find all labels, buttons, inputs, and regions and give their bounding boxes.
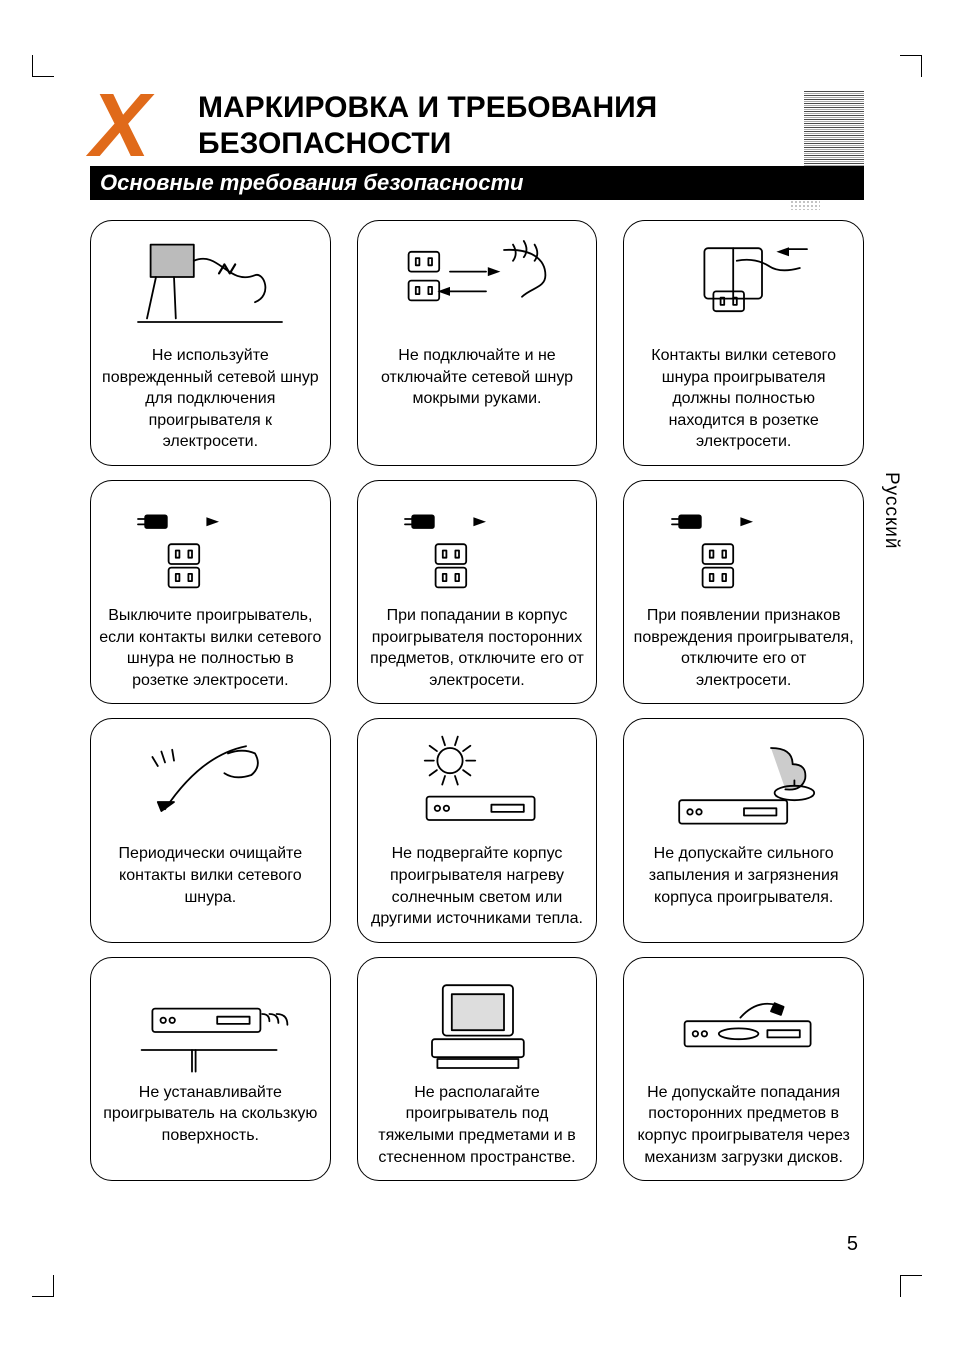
safety-card-no-tray-insert: Не допускайте попадания посторонних пред… <box>623 957 864 1181</box>
no-tray-insert-caption: Не допускайте попадания посторонних пред… <box>632 1082 855 1168</box>
safety-card-foreign-off: При попадании в корпус проигрывателя пос… <box>357 480 598 704</box>
no-heat-caption: Не подвергайте корпус проигрывателя нагр… <box>366 843 589 929</box>
no-slippery-illustration <box>99 968 322 1078</box>
no-dust-illustration <box>632 729 855 839</box>
safety-card-damage-off: При появлении признаков повреждения прои… <box>623 480 864 704</box>
chapter-x-icon: X <box>90 86 150 167</box>
safety-card-no-dust: Не допускайте сильного запыления и загря… <box>623 718 864 942</box>
page-title-line1: МАРКИРОВКА И ТРЕБОВАНИЯ <box>198 90 864 126</box>
page-number: 5 <box>847 1233 858 1256</box>
full-insert-illustration <box>632 231 855 341</box>
wet-hands-illustration <box>366 231 589 341</box>
loose-plug-off-caption: Выключите проигры­ватель, если контакты … <box>99 605 322 691</box>
safety-card-no-heavy-tight: Не располагайте проигрыватель под тяжелы… <box>357 957 598 1181</box>
crop-mark-tr <box>900 55 922 77</box>
safety-card-clean-plug: Периодически очищайте контакты вилки сет… <box>90 718 331 942</box>
crop-mark-bl <box>32 1275 54 1297</box>
safety-card-full-insert: Контакты вилки сетевого шнура проигрыват… <box>623 220 864 466</box>
language-tab: Русский <box>878 466 904 556</box>
wet-hands-caption: Не подключайте и не отключайте сетевой ш… <box>366 345 589 410</box>
safety-card-no-slippery: Не устанавливайте проигрыватель на сколь… <box>90 957 331 1181</box>
no-heavy-tight-illustration <box>366 968 589 1078</box>
no-dust-caption: Не допускайте сильного запыления и загря… <box>632 843 855 908</box>
safety-card-no-heat: Не подвергайте корпус проигрывателя нагр… <box>357 718 598 942</box>
damage-off-illustration <box>632 491 855 601</box>
clean-plug-illustration <box>99 729 322 839</box>
no-slippery-caption: Не устанавливайте проигрыватель на сколь… <box>99 1082 322 1147</box>
damaged-cord-caption: Не используйте поврежденный сетевой шнур… <box>99 345 322 453</box>
loose-plug-off-illustration <box>99 491 322 601</box>
title-block: X МАРКИРОВКА И ТРЕБОВАНИЯ БЕЗОПАСНОСТИ <box>90 90 864 162</box>
page-title-line2: БЕЗОПАСНОСТИ <box>198 126 864 162</box>
safety-card-wet-hands: Не подключайте и не отключайте сетевой ш… <box>357 220 598 466</box>
section-subtitle: Основные требования безопасности <box>90 166 864 200</box>
crop-mark-tl <box>32 55 54 77</box>
damaged-cord-illustration <box>99 231 322 341</box>
foreign-off-illustration <box>366 491 589 601</box>
no-tray-insert-illustration <box>632 968 855 1078</box>
crop-mark-br <box>900 1275 922 1297</box>
safety-card-damaged-cord: Не используйте поврежденный сетевой шнур… <box>90 220 331 466</box>
no-heat-illustration <box>366 729 589 839</box>
page-content: X МАРКИРОВКА И ТРЕБОВАНИЯ БЕЗОПАСНОСТИ О… <box>90 90 864 1181</box>
damage-off-caption: При появлении признаков повреждения прои… <box>632 605 855 691</box>
safety-cards-grid: Не используйте поврежденный сетевой шнур… <box>90 220 864 1181</box>
no-heavy-tight-caption: Не располагайте проигрыватель под тяжелы… <box>366 1082 589 1168</box>
safety-card-loose-plug-off: Выключите проигры­ватель, если контакты … <box>90 480 331 704</box>
full-insert-caption: Контакты вилки сетевого шнура проигрыват… <box>632 345 855 453</box>
clean-plug-caption: Периодически очищайте контакты вилки сет… <box>99 843 322 908</box>
foreign-off-caption: При попадании в корпус проигрывателя пос… <box>366 605 589 691</box>
